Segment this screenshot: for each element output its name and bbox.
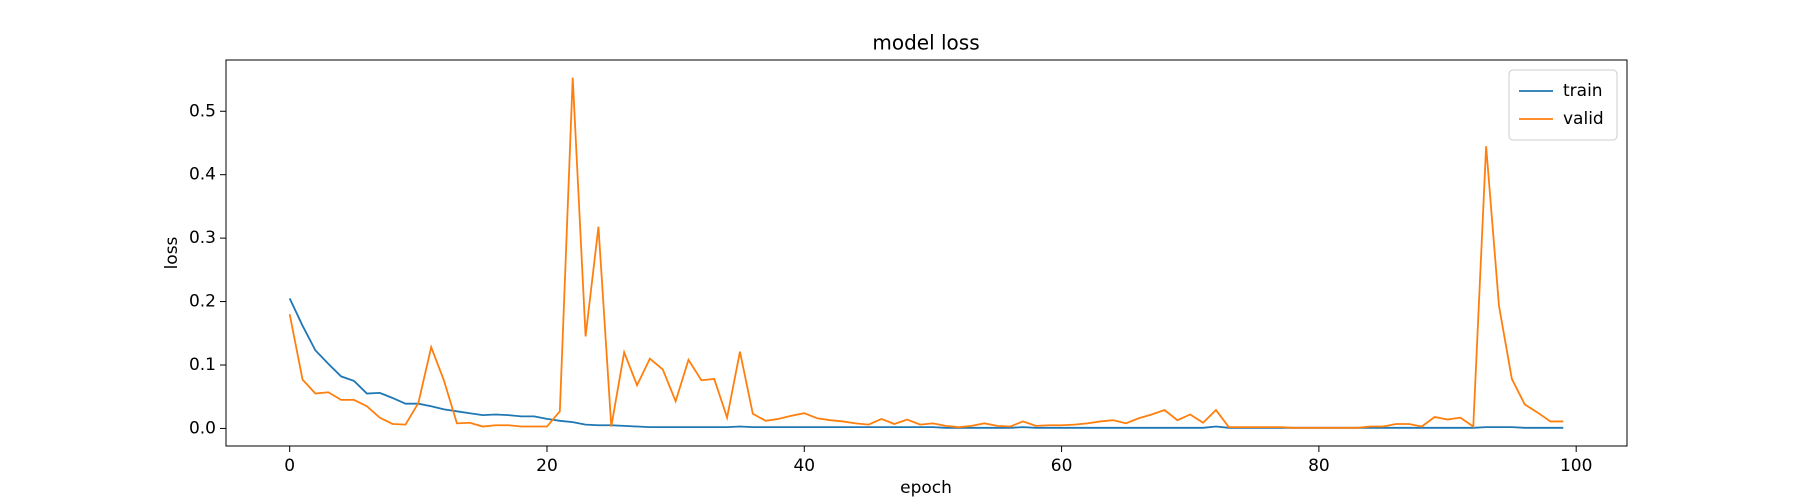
x-axis-label: epoch [900, 478, 952, 498]
x-tick-label: 80 [1308, 456, 1330, 476]
x-tick-label: 0 [284, 456, 295, 476]
x-tick-label: 20 [536, 456, 558, 476]
legend-label: train [1563, 81, 1603, 101]
y-tick-label: 0.3 [189, 228, 216, 248]
y-axis-label: loss [162, 236, 182, 269]
chart-title: model loss [872, 31, 979, 55]
y-tick-label: 0.0 [189, 418, 216, 438]
x-tick-label: 100 [1560, 456, 1592, 476]
legend-box [1508, 69, 1618, 141]
legend-label: valid [1563, 109, 1604, 129]
y-tick-label: 0.2 [189, 292, 216, 312]
line-series [288, 298, 1564, 429]
plot-frame [225, 59, 1628, 447]
x-tick-label: 60 [1051, 456, 1073, 476]
y-tick-label: 0.4 [189, 165, 216, 185]
y-tick-label: 0.1 [189, 355, 216, 375]
y-tick-label: 0.5 [189, 101, 216, 121]
x-tick-label: 40 [793, 456, 815, 476]
line-series [288, 77, 1564, 429]
